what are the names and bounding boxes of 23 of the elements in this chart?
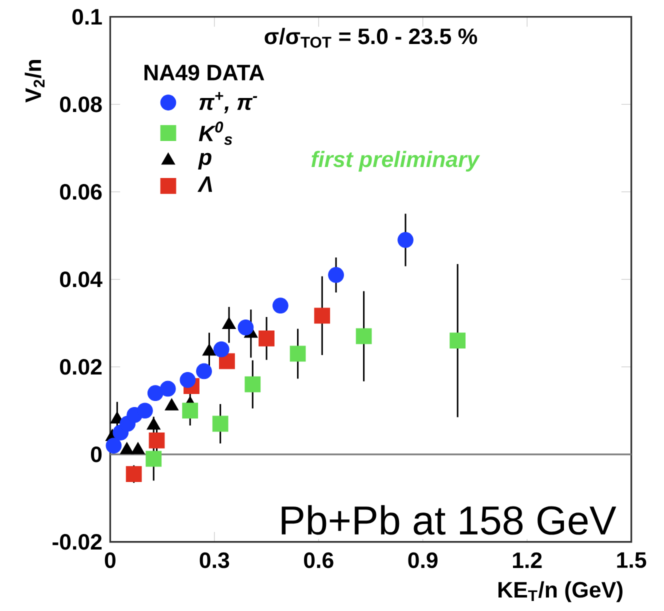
- y-tick-label: -0.02: [52, 534, 102, 550]
- y-tick-label: 0.1: [72, 8, 102, 25]
- x-tick-label: 0: [104, 552, 116, 568]
- y-tick-label: 0.04: [60, 271, 102, 288]
- annotation: first preliminary: [312, 150, 480, 172]
- legend-label: π$^{+}$, π$^{-}$: [199, 92, 258, 114]
- annotation: Pb+Pb at 158 GeV: [282, 505, 616, 535]
- y-axis-title: V$_{2}$/n: [24, 60, 45, 102]
- annotation: σ/σ$_{TOT}$ = 5.0 - 23.5 %: [264, 28, 478, 48]
- x-tick-label: 0.3: [200, 552, 230, 568]
- x-axis-title: KE$_{T}$/n (GeV): [498, 581, 622, 602]
- legend-label: p: [198, 152, 212, 170]
- y-tick-label: 0.08: [60, 96, 102, 112]
- y-tick-label: 0.06: [60, 184, 102, 200]
- x-tick-label: 1.2: [513, 552, 542, 568]
- x-tick-label: 0.9: [408, 552, 438, 568]
- legend-label: K$^{0}$s: [198, 121, 232, 145]
- legend-label: Λ: [198, 176, 212, 192]
- x-tick-label: 0.6: [304, 552, 334, 568]
- legend-title: NA49 DATA: [144, 64, 264, 80]
- y-tick-label: 0.02: [60, 358, 102, 375]
- y-tick-label: 0: [90, 446, 102, 462]
- x-tick-label: 1.5: [617, 552, 646, 568]
